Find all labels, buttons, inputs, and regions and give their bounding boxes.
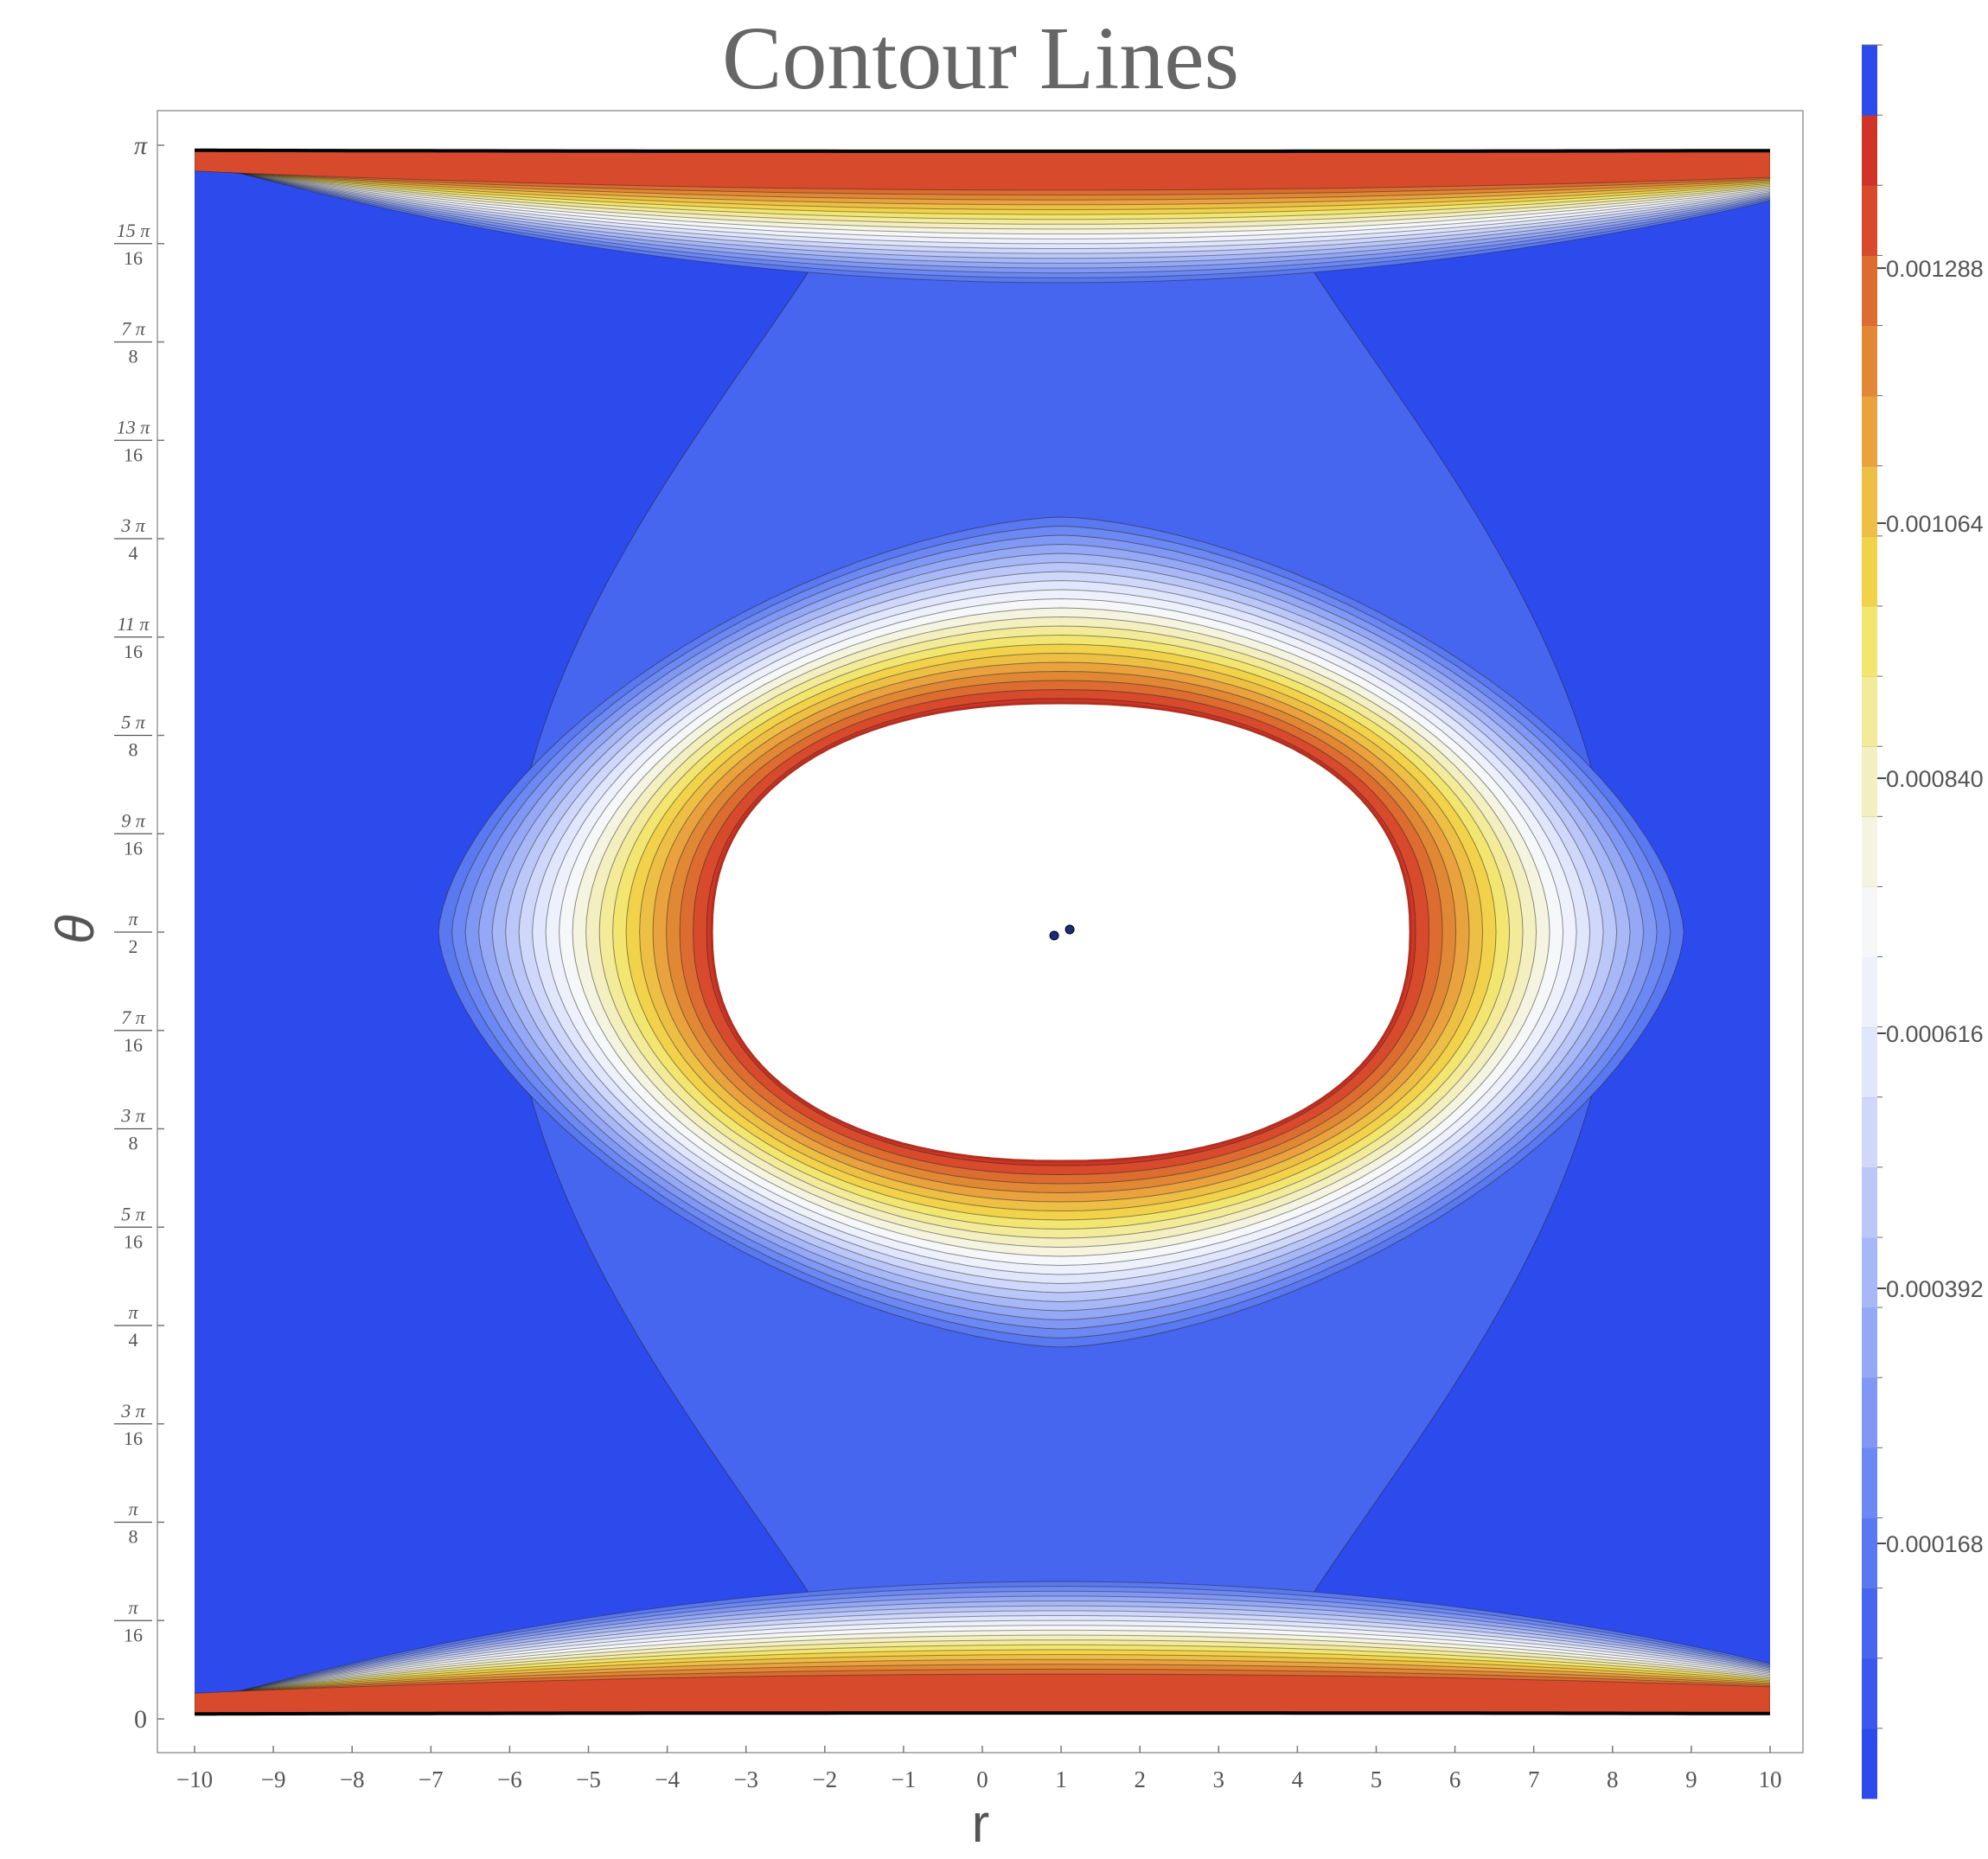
x-tick-label: −7 <box>419 1766 444 1792</box>
y-tick-label-numerator: 5 π <box>121 712 146 733</box>
colorbar-tick-label: 0.000168 <box>1886 1531 1984 1557</box>
x-tick-label: −9 <box>261 1766 286 1792</box>
x-tick-label: −8 <box>340 1766 365 1792</box>
colorbar-swatch <box>1862 45 1877 116</box>
singular-point-marker <box>1049 930 1059 941</box>
colorbar-tick-label: 0.000840 <box>1886 766 1984 792</box>
contour-band-top <box>195 150 1770 191</box>
x-tick-label: 1 <box>1055 1766 1067 1792</box>
colorbar-swatch <box>1862 115 1877 186</box>
x-tick-label: −6 <box>497 1766 522 1792</box>
colorbar-swatch <box>1862 1587 1877 1659</box>
y-tick-label-numerator: 15 π <box>117 220 151 241</box>
y-tick-label-denominator: 2 <box>129 936 138 957</box>
colorbar-swatch <box>1862 1447 1877 1519</box>
colorbar-swatch <box>1862 1728 1877 1799</box>
x-tick-label: 3 <box>1213 1766 1225 1792</box>
x-axis-label: r <box>972 1794 990 1854</box>
x-tick-label: 10 <box>1759 1766 1782 1792</box>
y-tick-label-numerator: 7 π <box>121 1006 146 1028</box>
colorbar-swatch <box>1862 1377 1877 1448</box>
colorbar-swatch <box>1862 1166 1877 1238</box>
colorbar-swatch <box>1862 1517 1877 1589</box>
y-tick-label-numerator: 3 π <box>120 1400 146 1421</box>
contour-boundary-top <box>195 148 1770 153</box>
plot-area <box>157 110 1804 1754</box>
y-tick-label-denominator: 16 <box>124 1034 143 1056</box>
colorbar-swatch <box>1862 395 1877 467</box>
x-tick-label: −3 <box>733 1766 758 1792</box>
contour-hole <box>710 701 1412 1163</box>
x-tick-label: 9 <box>1685 1766 1697 1792</box>
x-tick-label: −1 <box>892 1766 917 1792</box>
x-tick-label: −4 <box>655 1766 680 1792</box>
y-tick-label-numerator: π <box>128 908 138 930</box>
colorbar-swatch <box>1862 886 1877 958</box>
y-tick-label-denominator: 16 <box>124 1624 143 1645</box>
y-tick-label-numerator: 3 π <box>120 1105 146 1127</box>
y-tick-label-denominator: 16 <box>124 641 143 662</box>
colorbar-swatch <box>1862 676 1877 747</box>
chart-title: Contour Lines <box>722 9 1239 108</box>
x-tick-label: 0 <box>976 1766 988 1792</box>
x-tick-label: 7 <box>1528 1766 1540 1792</box>
y-tick-label-numerator: π <box>128 1301 138 1323</box>
colorbar-legend: 0.000168 0.000392 0.000616 0.000840 0.001064… <box>1862 44 1984 1799</box>
y-tick-label-denominator: 4 <box>129 542 138 564</box>
x-tick-label: −2 <box>812 1766 837 1792</box>
x-tick-label: 8 <box>1607 1766 1619 1792</box>
colorbar-swatch <box>1862 1026 1877 1098</box>
y-tick-label-numerator: 13 π <box>117 416 151 438</box>
colorbar-tick-label: 0.001288 <box>1886 256 1984 282</box>
contour-field <box>195 150 1770 1715</box>
colorbar-swatch <box>1862 605 1877 677</box>
axes: −10 −9 −8 −7 −6 −5 −4 −3 −2 −1 0 1 2 3 4 5 6 7 8 9 100π16π83… <box>114 131 1782 1792</box>
y-tick-label-denominator: 16 <box>124 247 143 269</box>
y-tick-label-numerator: π <box>128 1596 138 1618</box>
y-tick-label-numerator: 7 π <box>121 318 146 340</box>
y-tick-label-denominator: 16 <box>124 1230 143 1252</box>
y-tick-label-denominator: 16 <box>124 444 143 465</box>
x-tick-label: 4 <box>1292 1766 1304 1792</box>
y-tick-label-numerator: π <box>128 1498 138 1520</box>
singular-point-marker <box>1064 924 1075 935</box>
colorbar-swatch <box>1862 1658 1877 1729</box>
colorbar-tick-label: 0.001064 <box>1886 511 1984 537</box>
y-tick-label-denominator: 16 <box>124 1428 143 1449</box>
contour-band-bottom <box>195 1673 1770 1715</box>
y-tick-label-numerator: 5 π <box>121 1203 146 1224</box>
x-tick-label: 5 <box>1371 1766 1383 1792</box>
y-tick-label-denominator: 4 <box>129 1329 138 1351</box>
colorbar-swatch <box>1862 746 1877 817</box>
y-tick-label: π <box>134 131 148 160</box>
y-axis-label: θ <box>46 915 105 944</box>
x-tick-label: 2 <box>1134 1766 1146 1792</box>
colorbar-tick-label: 0.000392 <box>1886 1276 1984 1302</box>
colorbar-swatch <box>1862 185 1877 256</box>
x-tick-label: −5 <box>576 1766 601 1792</box>
y-tick-label-numerator: 9 π <box>121 809 146 831</box>
x-tick-label: 6 <box>1449 1766 1461 1792</box>
colorbar-swatch <box>1862 1096 1877 1168</box>
x-tick-label: −10 <box>176 1766 213 1792</box>
colorbar-swatch <box>1862 465 1877 537</box>
y-tick-label: 0 <box>134 1705 147 1734</box>
y-tick-label-denominator: 16 <box>124 837 143 859</box>
colorbar-swatch <box>1862 535 1877 607</box>
y-tick-label-denominator: 8 <box>129 1133 138 1154</box>
y-tick-label-denominator: 8 <box>129 739 138 761</box>
colorbar-swatch <box>1862 255 1877 326</box>
y-tick-label-denominator: 8 <box>129 346 138 367</box>
colorbar-tick-label: 0.000616 <box>1886 1021 1984 1047</box>
colorbar-swatch <box>1862 325 1877 397</box>
y-tick-label-denominator: 8 <box>129 1526 138 1548</box>
contour-boundary-bottom <box>195 1711 1770 1716</box>
y-tick-label-numerator: 3 π <box>120 514 146 536</box>
colorbar-swatch <box>1862 1307 1877 1378</box>
colorbar-swatch <box>1862 956 1877 1028</box>
colorbar-swatch <box>1862 1237 1877 1308</box>
colorbar-swatch <box>1862 816 1877 887</box>
y-tick-label-numerator: 11 π <box>118 613 150 635</box>
